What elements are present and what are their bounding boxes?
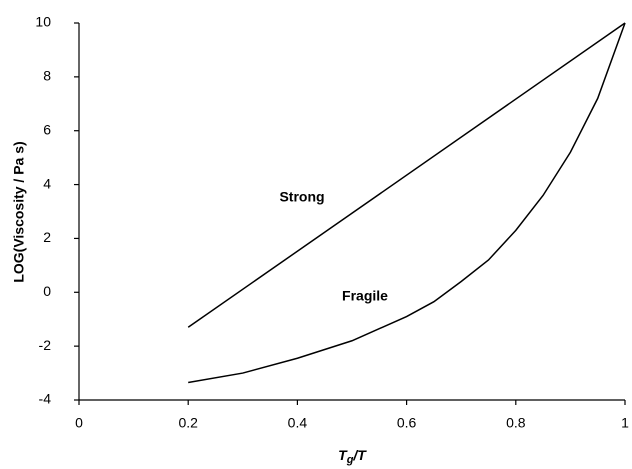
y-tick-label: 6 <box>43 121 51 137</box>
y-tick-label: 10 <box>35 14 51 30</box>
y-tick-label: -2 <box>39 337 52 353</box>
series-line <box>187 22 626 328</box>
y-axis-title: LOG(Viscosity / Pa s) <box>11 141 27 282</box>
x-axis-title-part: g <box>346 454 354 466</box>
x-tick-label: 0.8 <box>506 415 526 431</box>
x-tick-label: 0 <box>75 415 83 431</box>
y-tick-label: 0 <box>43 283 51 299</box>
x-axis-title-part: T <box>338 447 348 463</box>
series-label: Strong <box>279 189 324 205</box>
y-tick-label: 4 <box>43 175 51 191</box>
x-axis-title: Tg/T <box>338 447 367 466</box>
y-tick-label: -4 <box>39 391 52 407</box>
x-tick-label: 0.2 <box>178 415 198 431</box>
x-tick-label: 0.4 <box>288 415 308 431</box>
series-label: Fragile <box>342 288 388 304</box>
x-tick-label: 1 <box>621 415 629 431</box>
y-tick-label: 8 <box>43 68 51 84</box>
series-line <box>188 22 626 384</box>
x-tick-label: 0.6 <box>397 415 417 431</box>
y-tick-label: 2 <box>43 229 51 245</box>
x-axis-title-part: /T <box>352 447 367 463</box>
